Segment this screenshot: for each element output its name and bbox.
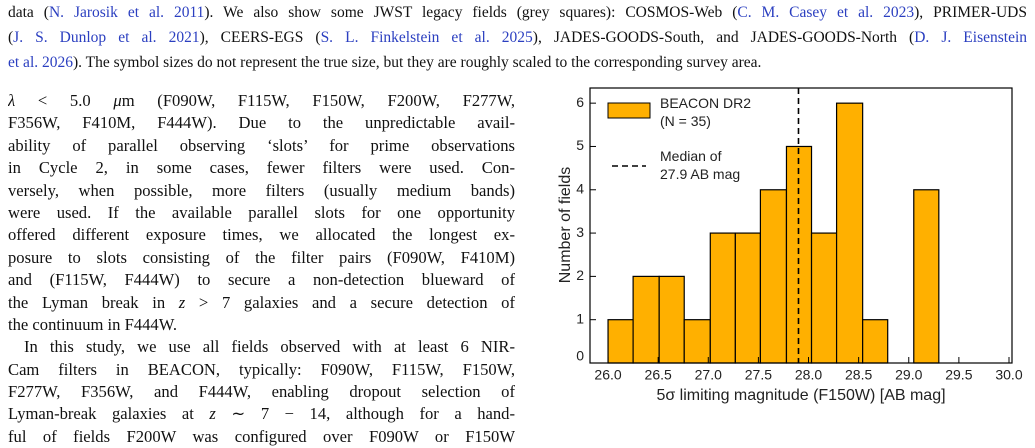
text-run: the Lyman break in <box>8 292 179 312</box>
text-run: z <box>209 404 216 424</box>
body-line: the Lyman break in z > 7 galaxies and a … <box>8 292 515 314</box>
body-line: and (F115W, F444W) to secure a non-detec… <box>8 269 515 291</box>
caption-line: (J. S. Dunlop et al. 2021), CEERS-EGS (S… <box>8 25 1027 50</box>
body-line: In this study, we use all fields observe… <box>8 336 515 358</box>
text-run: > 7 galaxies and a secure detection of <box>185 292 515 312</box>
histogram-bar <box>913 189 940 364</box>
y-tick-label: 4 <box>576 180 584 196</box>
citation-link[interactable]: C. M. Casey et al. 2023 <box>737 4 915 21</box>
histogram-bar <box>734 232 762 364</box>
text-run: offered different exposure times, we all… <box>8 225 515 245</box>
y-tick-label: 1 <box>576 310 584 326</box>
text-run: ∼ 7 − 14, although for a hand- <box>215 404 515 424</box>
text-run: < 5.0 <box>15 91 114 110</box>
text-run: ( <box>8 29 14 46</box>
y-tick-label: 6 <box>576 94 584 110</box>
legend-label: Median of 27.9 AB mag <box>660 148 740 182</box>
citation-link[interactable]: N. Jarosik et al. 2011 <box>48 4 205 21</box>
body-line: ful of fields F200W was configured over … <box>8 426 515 448</box>
text-run: Cam filters in BEACON, typically: F090W,… <box>8 359 515 379</box>
x-tick-label: 27.0 <box>695 367 722 383</box>
legend-swatch <box>607 102 651 119</box>
text-run: and (F115W, F444W) to secure a non-detec… <box>8 270 515 290</box>
text-run: ful of fields F200W was configured over … <box>8 426 515 446</box>
text-run: Lyman-break galaxies at <box>8 404 210 424</box>
citation-link[interactable]: et al. 2026 <box>8 54 73 71</box>
y-tick-label: 3 <box>576 224 584 240</box>
y-tick-label: 2 <box>576 267 584 283</box>
text-run: ). We also show some JWST legacy fields … <box>204 4 738 21</box>
text-run: posure to slots consisting of the filter… <box>8 247 515 267</box>
text-run: ), CEERS-EGS ( <box>199 29 321 46</box>
text-run: were used. If the available parallel slo… <box>8 202 515 222</box>
x-tick-label: 30.0 <box>995 367 1022 383</box>
histogram-bar <box>709 232 736 364</box>
x-tick-label: 28.5 <box>845 367 872 383</box>
text-run: μ <box>113 91 122 110</box>
chart: Number of fields 5σ limiting magnitude (… <box>557 87 1023 404</box>
body-text: λ < 5.0 μm (F090W, F115W, F150W, F200W, … <box>8 90 515 448</box>
text-run: ). The symbol sizes do not represent the… <box>73 54 762 71</box>
citation-link[interactable]: S. L. Finkelstein et al. 2025 <box>320 29 533 46</box>
body-line: Lyman-break galaxies at z ∼ 7 − 14, alth… <box>8 403 515 425</box>
text-run: data ( <box>8 4 49 21</box>
y-tick-label: 5 <box>576 137 584 153</box>
text-run: F356W, F410M, F444W). Due to the unpredi… <box>8 113 515 133</box>
axes-frame <box>589 87 1013 364</box>
text-run: ), PRIMER-UDS <box>914 4 1027 21</box>
citation-link[interactable]: J. S. Dunlop et al. 2021 <box>13 29 200 46</box>
histogram-bar <box>607 319 634 364</box>
x-tick-label: 26.0 <box>594 367 621 383</box>
histogram-bar <box>835 102 864 364</box>
histogram-bar <box>632 275 660 364</box>
body-line: F277W, F356W, and F444W, enabling dropou… <box>8 381 515 403</box>
x-tick-label: 29.5 <box>945 367 972 383</box>
body-line: in Cycle 2, in some cases, fewer filters… <box>8 157 515 179</box>
x-tick-label: 29.0 <box>895 367 922 383</box>
body-line: λ < 5.0 μm (F090W, F115W, F150W, F200W, … <box>8 90 515 112</box>
x-tick-label: 28.0 <box>795 367 822 383</box>
body-line: offered different exposure times, we all… <box>8 224 515 246</box>
body-line: the continuum in F444W. <box>8 314 515 336</box>
body-line: versely, when possible, more filters (us… <box>8 180 515 202</box>
body-line: posure to slots consisting of the filter… <box>8 247 515 269</box>
text-run: ), JADES-GOODS-South, and JADES-GOODS-No… <box>532 29 915 46</box>
histogram-bar <box>759 189 788 364</box>
histogram-bar <box>658 275 685 364</box>
x-tick-label: 26.5 <box>645 367 672 383</box>
text-run: the continuum in F444W. <box>8 314 178 334</box>
text-run: ability of parallel observing ‘slots’ fo… <box>8 135 515 155</box>
body-line: Cam filters in BEACON, typically: F090W,… <box>8 359 515 381</box>
text-run: In this study, we use all fields observe… <box>24 337 515 357</box>
page: data (N. Jarosik et al. 2011). We also s… <box>8 0 1027 446</box>
histogram-bar <box>862 319 889 364</box>
text-run: versely, when possible, more filters (us… <box>8 180 515 200</box>
text-run: λ <box>8 91 16 110</box>
text-run: m (F090W, F115W, F150W, F200W, F277W, <box>121 91 515 110</box>
body-line: F356W, F410M, F444W). Due to the unpredi… <box>8 112 515 134</box>
body-line: were used. If the available parallel slo… <box>8 202 515 224</box>
text-run: z <box>178 292 186 312</box>
citation-link[interactable]: D. J. Eisenstein <box>914 29 1027 46</box>
x-tick-label: 27.5 <box>745 367 772 383</box>
text-run: in Cycle 2, in some cases, fewer filters… <box>8 158 515 178</box>
y-axis-label: Number of fields <box>557 167 574 284</box>
caption-line: data (N. Jarosik et al. 2011). We also s… <box>8 0 1027 25</box>
text-run: F277W, F356W, and F444W, enabling dropou… <box>8 382 515 402</box>
legend-label: BEACON DR2 (N = 35) <box>660 95 751 129</box>
histogram-bar <box>810 232 838 364</box>
figure-caption: data (N. Jarosik et al. 2011). We also s… <box>8 0 1027 75</box>
histogram-bar <box>683 319 711 364</box>
y-tick-label: 0 <box>576 348 584 364</box>
caption-line: et al. 2026). The symbol sizes do not re… <box>8 50 1027 75</box>
x-axis-label: 5σ limiting magnitude (F150W) [AB mag] <box>656 387 945 404</box>
body-line: ability of parallel observing ‘slots’ fo… <box>8 135 515 157</box>
